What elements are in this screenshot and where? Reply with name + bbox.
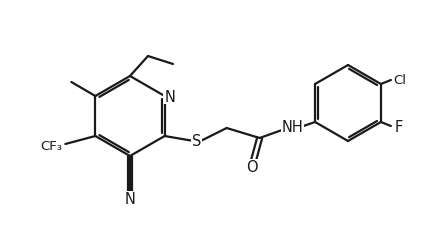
Text: O: O: [246, 160, 257, 175]
Text: N: N: [124, 192, 136, 207]
Text: S: S: [192, 134, 201, 149]
Text: NH: NH: [282, 120, 304, 135]
Text: Cl: Cl: [394, 73, 407, 86]
Text: F: F: [395, 120, 403, 135]
Text: CF₃: CF₃: [40, 139, 62, 152]
Text: N: N: [164, 89, 175, 104]
